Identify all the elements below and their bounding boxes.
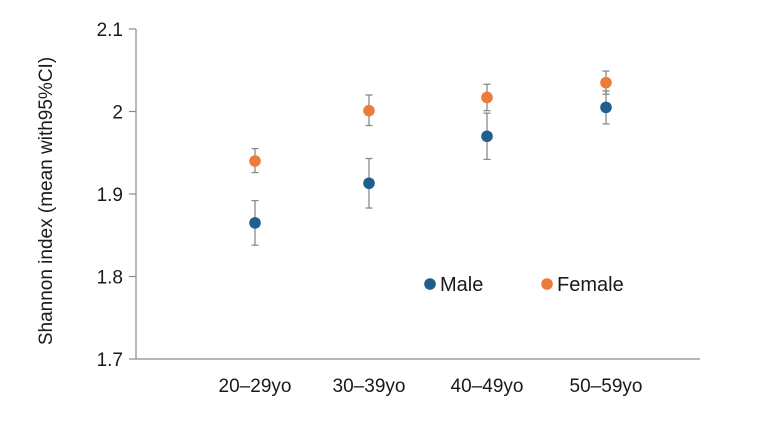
y-tick-label: 2.1 <box>97 20 123 41</box>
data-point <box>363 177 375 190</box>
x-tick-label: 20–29yo <box>219 376 292 397</box>
data-point <box>481 130 493 143</box>
data-point <box>249 217 261 229</box>
series-male <box>249 90 612 246</box>
legend-label: Female <box>557 274 624 296</box>
legend-item-female: Female <box>541 274 624 296</box>
y-tick-label: 1.8 <box>97 268 123 289</box>
y-axis-title: Shannon index (mean with95%CI) <box>36 57 57 345</box>
y-tick-label: 2 <box>112 103 123 124</box>
legend-label: Male <box>440 274 483 296</box>
y-axis: 1.7 1.8 1.9 2 2.1 <box>97 20 137 371</box>
data-marks <box>249 70 612 246</box>
x-axis: 20–29yo 30–39yo 40–49yo 50–59yo <box>136 358 700 397</box>
legend-item-male: Male <box>424 274 483 296</box>
data-point <box>249 155 261 167</box>
y-tick-label: 1.7 <box>97 350 123 371</box>
y-tick-label: 1.9 <box>97 185 123 206</box>
legend: Male Female <box>424 274 624 296</box>
legend-marker <box>541 278 553 290</box>
x-tick-label: 40–49yo <box>451 376 524 397</box>
data-point <box>600 76 612 89</box>
data-point <box>363 104 375 117</box>
legend-marker <box>424 278 436 290</box>
x-tick-label: 50–59yo <box>570 376 643 397</box>
x-tick-label: 30–39yo <box>333 376 406 397</box>
data-point <box>481 91 493 104</box>
series-female <box>249 70 612 174</box>
data-point <box>600 101 612 114</box>
